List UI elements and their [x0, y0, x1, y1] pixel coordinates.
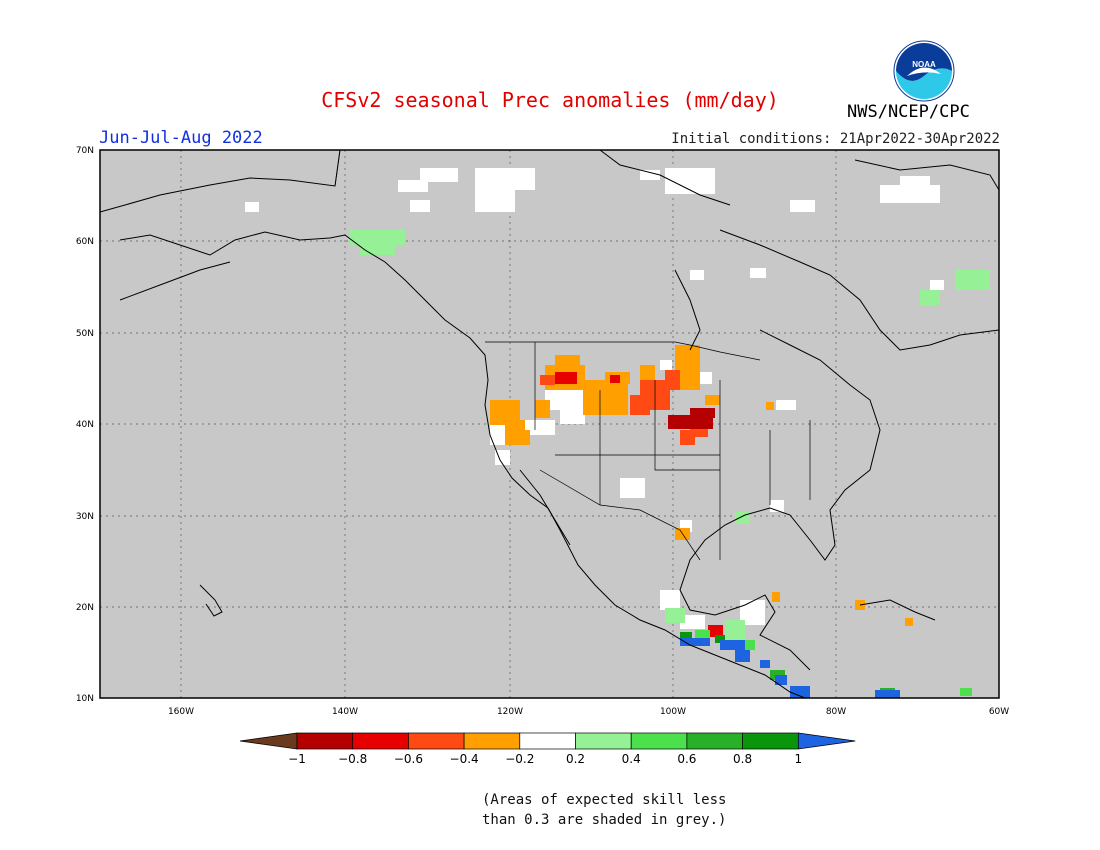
- agency-label: NWS/NCEP/CPC: [847, 102, 970, 122]
- colorbar-label: −0.4: [450, 752, 479, 766]
- colorbar-segment: [575, 732, 632, 750]
- lat-label: 60N: [76, 237, 94, 247]
- colorbar-segment: [742, 732, 799, 750]
- chart-title: CFSv2 seasonal Prec anomalies (mm/day): [321, 88, 779, 112]
- initial-conditions-label: Initial conditions: 21Apr2022-30Apr2022: [671, 131, 1000, 147]
- colorbar-label: −0.6: [394, 752, 423, 766]
- lon-label: 100W: [660, 707, 686, 717]
- colorbar-labels: −1 −0.8 −0.6 −0.4 −0.2 0.2 0.4 0.6 0.8 1: [288, 752, 802, 766]
- colorbar-label: −0.2: [505, 752, 534, 766]
- svg-text:NOAA: NOAA: [912, 60, 936, 69]
- season-label: Jun-Jul-Aug 2022: [99, 128, 263, 148]
- colorbar-label: 0.6: [677, 752, 696, 766]
- lat-label: 20N: [76, 603, 94, 613]
- colorbar-segment: [296, 732, 354, 750]
- lon-label: 140W: [332, 707, 358, 717]
- colorbar-label: 0.8: [733, 752, 752, 766]
- lat-label: 70N: [76, 146, 94, 156]
- noaa-logo: NOAA: [893, 40, 955, 102]
- colorbar-segment: [352, 732, 409, 750]
- colorbar-segment: [463, 732, 521, 750]
- footnote-line-1: (Areas of expected skill less: [482, 792, 727, 808]
- footnote-line-2: than 0.3 are shaded in grey.): [482, 812, 727, 828]
- lon-label: 120W: [497, 707, 523, 717]
- lat-label: 40N: [76, 420, 94, 430]
- anomaly-cells: [245, 168, 990, 698]
- lon-label: 60W: [989, 707, 1009, 717]
- colorbar-segment: [408, 732, 465, 750]
- colorbar-label: −0.8: [338, 752, 367, 766]
- map-frame: [99, 149, 1000, 699]
- lat-label: 50N: [76, 329, 94, 339]
- colorbar-segments: [239, 732, 856, 750]
- lat-label: 30N: [76, 512, 94, 522]
- colorbar-label: 0.2: [566, 752, 585, 766]
- colorbar-arrow-high: [797, 732, 856, 750]
- colorbar-segment: [686, 732, 743, 750]
- colorbar-arrow-low: [239, 732, 298, 750]
- lon-label: 80W: [826, 707, 846, 717]
- political-borders: [334, 149, 811, 561]
- lat-label: 10N: [76, 694, 94, 704]
- colorbar-segment: [630, 732, 688, 750]
- lon-label: 160W: [168, 707, 194, 717]
- colorbar-label: 1: [794, 752, 802, 766]
- coastlines: [99, 149, 1000, 699]
- colorbar-label: 0.4: [622, 752, 641, 766]
- colorbar-segment: [519, 732, 576, 750]
- colorbar-label: −1: [288, 752, 306, 766]
